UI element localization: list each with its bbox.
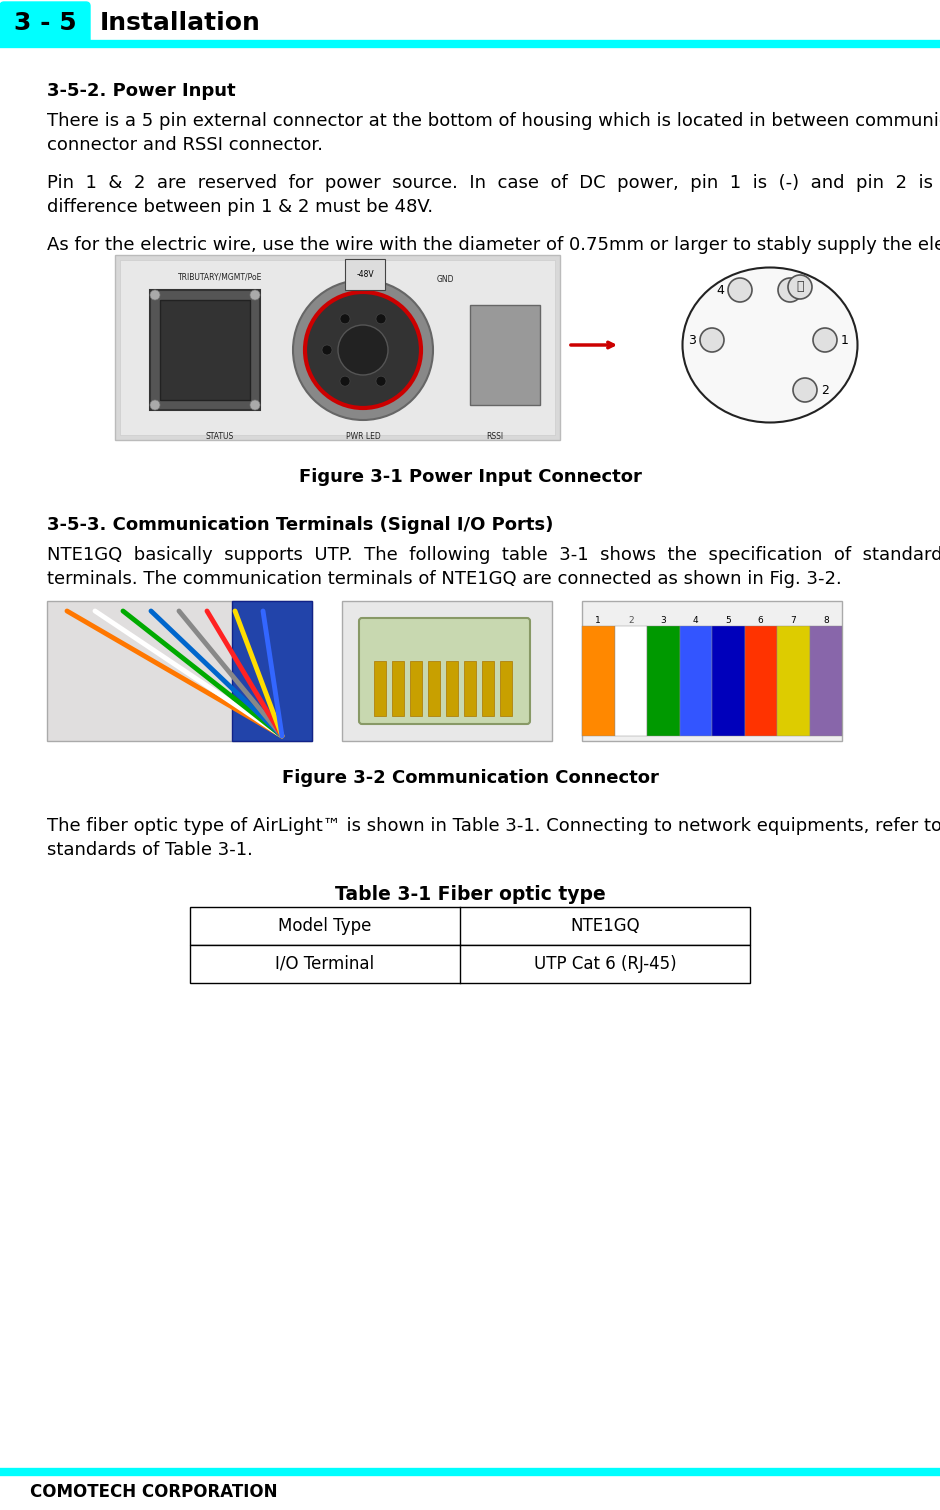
Text: 1: 1: [595, 616, 601, 625]
Text: TRIBUTARY/MGMT/PoE: TRIBUTARY/MGMT/PoE: [178, 273, 262, 282]
Text: As for the electric wire, use the wire with the diameter of 0.75mm or larger to : As for the electric wire, use the wire w…: [47, 236, 940, 254]
Text: Table 3-1 Fiber optic type: Table 3-1 Fiber optic type: [335, 885, 605, 904]
Bar: [410, 661, 422, 716]
Circle shape: [728, 278, 752, 302]
Text: Model Type: Model Type: [278, 917, 371, 935]
Text: 4: 4: [716, 284, 724, 296]
Circle shape: [340, 376, 350, 387]
FancyBboxPatch shape: [359, 618, 530, 723]
Bar: [647, 627, 680, 735]
Bar: [115, 255, 560, 439]
Text: 5: 5: [726, 616, 731, 625]
Circle shape: [700, 328, 724, 352]
Text: terminals. The communication terminals of NTE1GQ are connected as shown in Fig. : terminals. The communication terminals o…: [47, 569, 841, 587]
Text: standards of Table 3-1.: standards of Table 3-1.: [47, 841, 253, 859]
Bar: [190, 908, 750, 945]
Text: 2: 2: [628, 616, 634, 625]
Text: connector and RSSI connector.: connector and RSSI connector.: [47, 136, 323, 154]
Bar: [777, 627, 809, 735]
Bar: [809, 627, 842, 735]
Text: I/O Terminal: I/O Terminal: [275, 954, 374, 972]
Text: 8: 8: [822, 616, 829, 625]
Text: 4: 4: [693, 616, 698, 625]
Text: 3: 3: [661, 616, 666, 625]
Text: 7: 7: [791, 616, 796, 625]
Circle shape: [250, 290, 260, 300]
Circle shape: [293, 279, 433, 420]
Text: STATUS: STATUS: [206, 432, 234, 441]
Circle shape: [376, 376, 386, 387]
Bar: [47, 601, 312, 741]
Text: difference between pin 1 & 2 must be 48V.: difference between pin 1 & 2 must be 48V…: [47, 198, 433, 216]
Bar: [482, 661, 494, 716]
Text: ⏚: ⏚: [796, 281, 804, 293]
Text: PWR LED: PWR LED: [346, 432, 381, 441]
Text: -48V: -48V: [356, 270, 374, 279]
Text: Installation: Installation: [100, 11, 261, 35]
Bar: [615, 627, 647, 735]
Bar: [342, 601, 552, 741]
Circle shape: [250, 400, 260, 411]
Bar: [428, 661, 440, 716]
Text: 6: 6: [758, 616, 763, 625]
Text: NTE1GQ: NTE1GQ: [571, 917, 640, 935]
Bar: [392, 661, 404, 716]
FancyBboxPatch shape: [0, 2, 90, 44]
Text: There is a 5 pin external connector at the bottom of housing which is located in: There is a 5 pin external connector at t…: [47, 112, 940, 130]
Circle shape: [788, 275, 812, 299]
Text: 3-5-2. Power Input: 3-5-2. Power Input: [47, 82, 236, 100]
Bar: [446, 661, 458, 716]
Circle shape: [778, 278, 802, 302]
Text: GND: GND: [436, 275, 454, 284]
Circle shape: [305, 291, 421, 408]
Bar: [120, 260, 555, 435]
Text: UTP Cat 6 (RJ-45): UTP Cat 6 (RJ-45): [534, 954, 676, 972]
Circle shape: [376, 314, 386, 323]
Bar: [232, 601, 312, 741]
Bar: [744, 627, 777, 735]
Circle shape: [793, 378, 817, 402]
Text: 1: 1: [841, 334, 849, 346]
Circle shape: [322, 344, 332, 355]
Bar: [680, 627, 712, 735]
Circle shape: [150, 290, 160, 300]
Circle shape: [813, 328, 837, 352]
Bar: [150, 290, 260, 411]
Text: RSSI: RSSI: [486, 432, 504, 441]
Bar: [160, 300, 250, 400]
Circle shape: [340, 314, 350, 323]
Text: Figure 3-2 Communication Connector: Figure 3-2 Communication Connector: [282, 769, 658, 787]
Text: 3 - 5: 3 - 5: [14, 11, 76, 35]
Text: 3-5-3. Communication Terminals (Signal I/O Ports): 3-5-3. Communication Terminals (Signal I…: [47, 516, 554, 535]
Bar: [190, 945, 750, 983]
Circle shape: [338, 325, 388, 374]
Bar: [712, 627, 744, 735]
Text: Figure 3-1 Power Input Connector: Figure 3-1 Power Input Connector: [299, 468, 641, 486]
Text: 2: 2: [821, 384, 829, 397]
Text: 3: 3: [688, 334, 696, 346]
Text: The fiber optic type of AirLight™ is shown in Table 3-1. Connecting to network e: The fiber optic type of AirLight™ is sho…: [47, 817, 940, 835]
Bar: [582, 601, 842, 741]
Bar: [374, 661, 386, 716]
Bar: [470, 305, 540, 405]
Bar: [582, 627, 615, 735]
Text: Pin  1  &  2  are  reserved  for  power  source.  In  case  of  DC  power,  pin : Pin 1 & 2 are reserved for power source.…: [47, 174, 940, 192]
Text: NTE1GQ  basically  supports  UTP.  The  following  table  3-1  shows  the  speci: NTE1GQ basically supports UTP. The follo…: [47, 547, 940, 565]
Bar: [464, 661, 476, 716]
Ellipse shape: [682, 267, 857, 423]
Circle shape: [150, 400, 160, 411]
Text: COMOTECH CORPORATION: COMOTECH CORPORATION: [30, 1483, 277, 1501]
Bar: [500, 661, 512, 716]
